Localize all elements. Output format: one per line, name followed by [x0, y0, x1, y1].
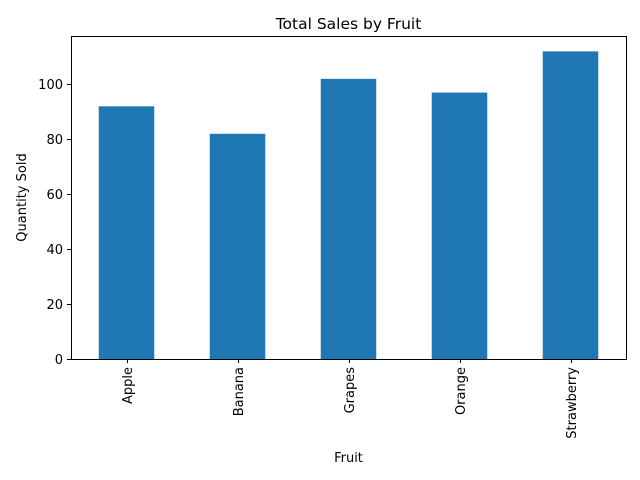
x-tick-label-banana: Banana	[232, 367, 247, 416]
x-tick-label-grapes: Grapes	[343, 367, 358, 414]
y-axis: 0 20 40 60 80 100	[38, 78, 71, 368]
y-tick-label: 80	[46, 133, 63, 148]
x-tick-label-orange: Orange	[454, 367, 469, 415]
y-tick-label: 40	[46, 243, 63, 258]
bar-strawberry	[542, 51, 599, 359]
bar-apple	[98, 106, 155, 359]
y-tick-label: 60	[46, 188, 63, 203]
y-axis-label: Quantity Sold	[15, 153, 30, 241]
y-tick-label: 20	[46, 298, 63, 313]
x-axis-label: Fruit	[334, 451, 363, 466]
chart-title: Total Sales by Fruit	[275, 15, 422, 33]
x-tick-label-apple: Apple	[121, 367, 136, 404]
bar-grapes	[320, 78, 377, 360]
bar-banana	[209, 133, 266, 359]
bar-orange	[431, 92, 488, 360]
y-tick-label: 100	[38, 78, 63, 93]
x-axis: Apple Banana Grapes Orange Strawberry	[121, 359, 580, 439]
axes-frame	[71, 36, 627, 360]
bars-group	[98, 51, 599, 360]
x-tick-label-strawberry: Strawberry	[565, 367, 580, 439]
y-tick-label: 0	[55, 353, 63, 368]
